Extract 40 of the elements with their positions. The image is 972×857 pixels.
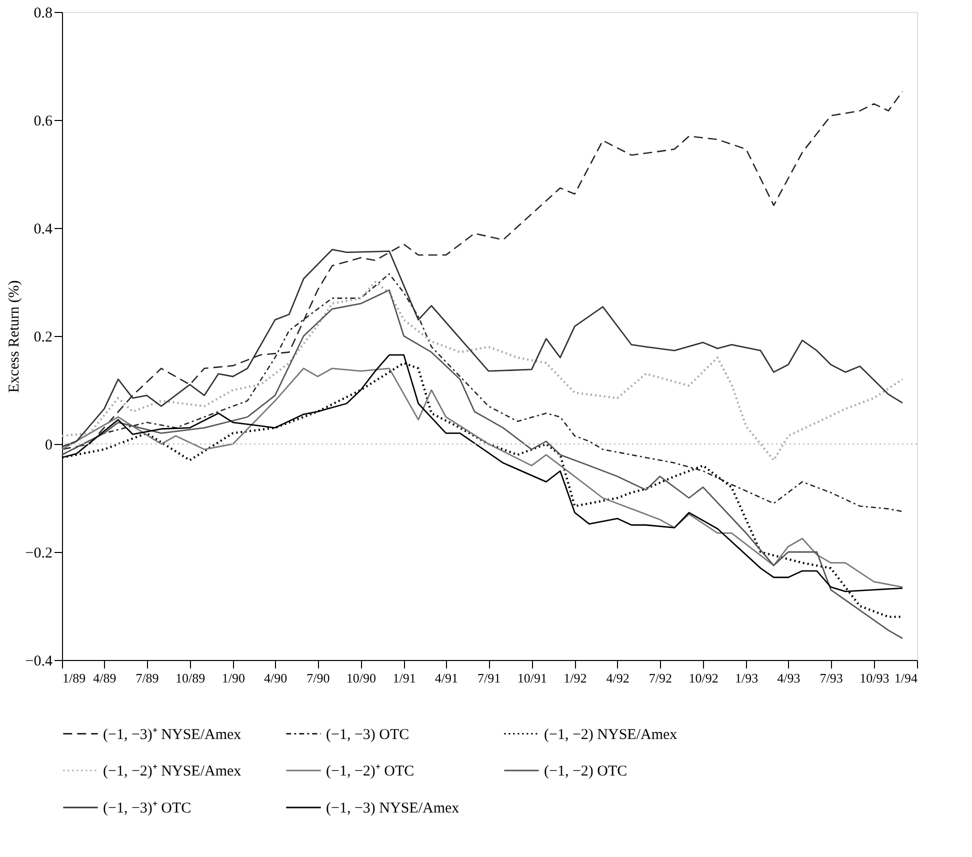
legend-label: (−1, −2)⁺ NYSE/Amex bbox=[103, 764, 242, 780]
x-tick-label: 4/89 bbox=[93, 670, 116, 686]
y-axis-title: Excess Return (%) bbox=[6, 280, 22, 393]
x-tick-label: 10/93 bbox=[860, 670, 890, 686]
x-tick-label: 7/93 bbox=[820, 670, 843, 686]
x-tick-label: 4/91 bbox=[434, 670, 458, 686]
x-tick-label: 7/92 bbox=[648, 670, 672, 686]
y-tick-label: 0.8 bbox=[34, 6, 52, 22]
legend-label: (−1, −2) OTC bbox=[544, 764, 628, 780]
x-tick-label: 4/92 bbox=[606, 670, 630, 686]
x-tick-label: 1/93 bbox=[735, 670, 758, 686]
y-tick-label: 0.4 bbox=[34, 222, 53, 238]
legend-label: (−1, −3) NYSE/Amex bbox=[326, 800, 460, 816]
legend-label: (−1, −3)⁺ NYSE/Amex bbox=[103, 726, 242, 743]
x-tick-label: 7/89 bbox=[136, 670, 159, 686]
x-tick-label: 7/90 bbox=[306, 670, 330, 686]
x-tick-label: 4/93 bbox=[777, 670, 800, 686]
y-tick-label: 0.2 bbox=[34, 330, 52, 346]
x-tick-label: 1/94 bbox=[894, 670, 918, 686]
legend-label: (−1, −3) OTC bbox=[326, 726, 410, 743]
x-tick-label: 1/92 bbox=[564, 670, 587, 686]
y-tick-label: 0 bbox=[45, 438, 52, 454]
x-tick-label: 10/92 bbox=[688, 670, 718, 686]
legend-label: (−1, −3)⁺ OTC bbox=[103, 800, 192, 816]
line-series bbox=[60, 280, 904, 462]
line-series bbox=[61, 289, 904, 640]
x-tick-label: 10/91 bbox=[517, 670, 547, 686]
x-tick-label: 10/89 bbox=[176, 670, 206, 686]
y-tick-label: −0.4 bbox=[25, 654, 53, 670]
line-series bbox=[61, 248, 904, 448]
x-tick-label: 10/90 bbox=[346, 670, 376, 686]
y-tick-label: −0.2 bbox=[25, 546, 52, 562]
legend-label: (−1, −2)⁺ OTC bbox=[326, 764, 414, 780]
x-tick-label: 1/91 bbox=[392, 670, 416, 686]
y-tick-label: 0.6 bbox=[34, 114, 53, 130]
x-tick-label: 1/89 bbox=[62, 670, 86, 686]
x-tick-label: 4/90 bbox=[264, 670, 288, 686]
x-tick-label: 1/90 bbox=[222, 670, 245, 686]
legend-label: (−1, −2) NYSE/Amex bbox=[544, 726, 678, 743]
x-tick-label: 7/91 bbox=[478, 670, 501, 686]
